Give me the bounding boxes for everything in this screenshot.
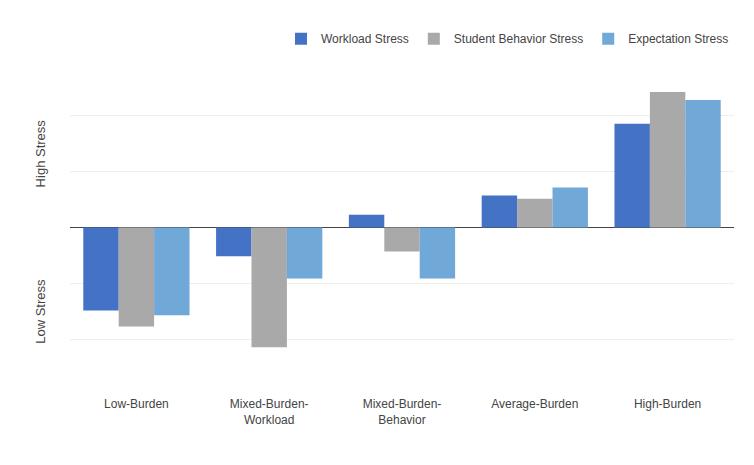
- svg-text:High-Burden: High-Burden: [634, 397, 701, 411]
- svg-text:Workload Stress: Workload Stress: [321, 32, 409, 46]
- svg-text:Low-Burden: Low-Burden: [104, 397, 169, 411]
- svg-text:Expectation Stress: Expectation Stress: [628, 32, 728, 46]
- svg-text:Average-Burden: Average-Burden: [491, 397, 578, 411]
- svg-text:Low Stress: Low Stress: [33, 279, 48, 344]
- svg-text:High Stress: High Stress: [33, 120, 48, 188]
- svg-text:Mixed-Burden-Behavior: Mixed-Burden-Behavior: [363, 397, 442, 427]
- svg-text:Student Behavior Stress: Student Behavior Stress: [454, 32, 583, 46]
- svg-text:Mixed-Burden-Workload: Mixed-Burden-Workload: [230, 397, 309, 427]
